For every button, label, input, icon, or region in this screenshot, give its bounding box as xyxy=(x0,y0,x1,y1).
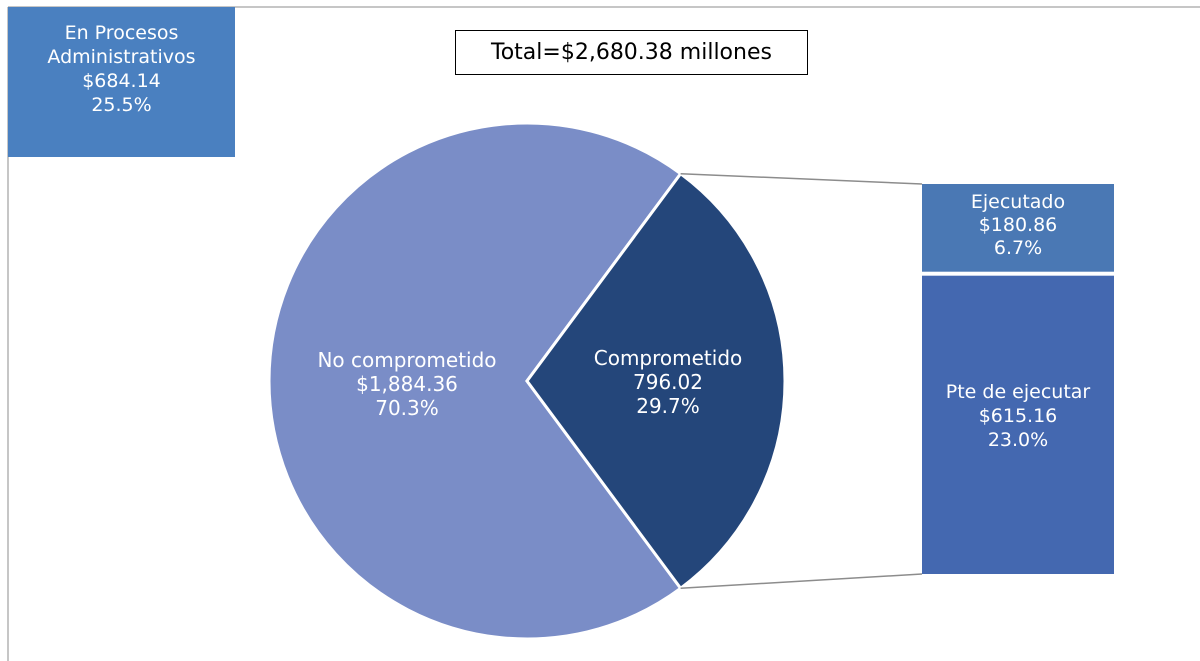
breakdown-bar xyxy=(922,184,1114,574)
bar-value-ejecutado: $180.86 xyxy=(978,214,1058,236)
bar-value-pte-ejecutar: $615.16 xyxy=(978,405,1058,427)
bar-name-pte-ejecutar: Pte de ejecutar xyxy=(945,381,1091,403)
pie-slices xyxy=(267,121,787,641)
connector-line-bottom xyxy=(680,573,923,590)
slice-name-no-comprometido: No comprometido xyxy=(317,348,497,372)
annotation-percent: 25.5% xyxy=(91,94,152,116)
slice-label-no-comprometido: No comprometido $1,884.36 70.3% xyxy=(317,348,496,420)
connector-lines xyxy=(680,172,923,590)
annotation-box-procesos-administrativos: En Procesos Administrativos $684.14 25.5… xyxy=(8,7,235,157)
slice-name-comprometido: Comprometido xyxy=(593,346,743,370)
bar-name-ejecutado: Ejecutado xyxy=(970,191,1066,213)
slice-label-comprometido: Comprometido 796.02 29.7% xyxy=(594,346,743,418)
bar-label-pte-ejecutar: Pte de ejecutar $615.16 23.0% xyxy=(922,380,1114,470)
bar-segment-pte-ejecutar xyxy=(922,275,1114,574)
chart-title: Total=$2,680.38 millones xyxy=(491,40,772,65)
pie-slice-no-comprometido xyxy=(267,121,683,641)
annotation-label-line-1: En Procesos xyxy=(64,22,179,44)
slice-percent-no-comprometido: 70.3% xyxy=(375,396,439,420)
pie-slice-comprometido xyxy=(525,171,787,591)
slice-value-no-comprometido: $1,884.36 xyxy=(356,372,458,396)
slice-value-comprometido: 796.02 xyxy=(633,370,703,394)
bar-percent-ejecutado: 6.7% xyxy=(993,237,1043,259)
bar-percent-pte-ejecutar: 23.0% xyxy=(987,429,1049,451)
slice-percent-comprometido: 29.7% xyxy=(636,394,700,418)
bar-segment-ejecutado xyxy=(922,184,1114,272)
connector-line-top xyxy=(680,172,923,185)
chart-title-box: Total=$2,680.38 millones xyxy=(455,30,808,75)
annotation-label-line-2: Administrativos xyxy=(47,46,196,68)
annotation-value: $684.14 xyxy=(82,70,161,92)
bar-label-ejecutado: Ejecutado $180.86 6.7% xyxy=(922,184,1114,269)
